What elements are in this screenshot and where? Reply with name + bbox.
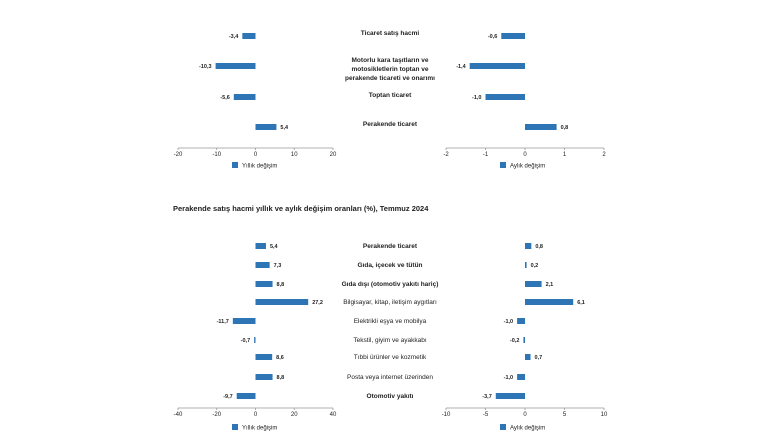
bar bbox=[517, 318, 525, 324]
bar bbox=[469, 63, 525, 69]
data-label: -9,7 bbox=[223, 394, 232, 400]
category-label: Perakende ticaret bbox=[363, 121, 418, 128]
data-label: -3,7 bbox=[482, 394, 491, 400]
data-label: 0,2 bbox=[531, 263, 539, 269]
data-label: -1,0 bbox=[504, 375, 513, 381]
bar bbox=[501, 33, 525, 39]
category-label: Otomotiv yakıtı bbox=[367, 393, 414, 400]
legend-label: Yıllık değişim bbox=[242, 426, 277, 432]
data-label: -1,0 bbox=[472, 95, 481, 101]
bar bbox=[525, 354, 531, 360]
bar bbox=[255, 262, 270, 268]
data-label: -1,0 bbox=[504, 319, 513, 325]
data-label: 7,3 bbox=[274, 263, 282, 269]
bar bbox=[242, 33, 256, 39]
data-label: -0,6 bbox=[488, 34, 497, 40]
data-label: 5,4 bbox=[270, 244, 279, 250]
category-label: motosikletlerin toptan ve bbox=[352, 66, 429, 73]
data-label: -1,4 bbox=[456, 64, 466, 70]
category-label: Gıda, içecek ve tütün bbox=[357, 262, 422, 269]
legend-swatch bbox=[232, 424, 238, 430]
x-tick-label: 20 bbox=[330, 152, 337, 158]
legend-swatch bbox=[500, 424, 506, 430]
bar bbox=[525, 243, 532, 249]
data-label: 0,8 bbox=[561, 125, 569, 131]
x-tick-label: 0 bbox=[254, 152, 258, 158]
bar bbox=[255, 243, 266, 249]
category-label: Perakende ticaret bbox=[363, 243, 418, 250]
bar bbox=[232, 318, 256, 324]
x-tick-label: 1 bbox=[563, 152, 567, 158]
x-tick-label: -1 bbox=[483, 152, 489, 158]
legend-swatch bbox=[500, 162, 506, 168]
category-label: Motorlu kara taşıtların ve bbox=[352, 57, 429, 64]
category-label: perakende ticareti ve onarımı bbox=[345, 75, 435, 82]
bar bbox=[523, 337, 525, 343]
data-label: 27,2 bbox=[312, 300, 323, 306]
bar bbox=[233, 94, 256, 100]
category-label: Gıda dışı (otomotiv yakıtı hariç) bbox=[342, 281, 439, 288]
bar bbox=[254, 337, 256, 343]
data-label: -5,6 bbox=[220, 95, 229, 101]
bar bbox=[525, 281, 542, 287]
x-tick-label: 20 bbox=[291, 412, 298, 418]
x-tick-label: -5 bbox=[483, 412, 489, 418]
data-label: -11,7 bbox=[217, 319, 229, 325]
x-tick-label: 5 bbox=[563, 412, 567, 418]
bar bbox=[255, 299, 309, 305]
x-tick-label: -10 bbox=[212, 152, 221, 158]
bar bbox=[255, 281, 273, 287]
bar bbox=[517, 374, 525, 380]
category-label: Elektrikli eşya ve mobilya bbox=[354, 318, 427, 325]
category-label: Toptan ticaret bbox=[369, 92, 412, 99]
data-label: -3,4 bbox=[229, 34, 239, 40]
category-label: Bilgisayar, kitap, iletişim aygıtları bbox=[343, 299, 437, 306]
x-tick-label: -40 bbox=[174, 412, 183, 418]
bar bbox=[525, 262, 527, 268]
bar bbox=[485, 94, 525, 100]
bar bbox=[495, 393, 525, 399]
category-label: Tıbbi ürünler ve kozmetik bbox=[354, 354, 427, 361]
category-label: Ticaret satış hacmi bbox=[361, 30, 420, 37]
category-label: Tekstil, giyim ve ayakkabı bbox=[353, 337, 427, 344]
x-tick-label: -20 bbox=[212, 412, 221, 418]
data-label: 2,1 bbox=[546, 282, 554, 288]
x-tick-label: 0 bbox=[254, 412, 258, 418]
bar bbox=[236, 393, 256, 399]
data-label: 0,8 bbox=[535, 244, 543, 250]
bar bbox=[255, 124, 277, 130]
bar bbox=[215, 63, 256, 69]
x-tick-label: 2 bbox=[602, 152, 606, 158]
legend-label: Yıllık değişim bbox=[242, 164, 277, 170]
bar bbox=[525, 299, 574, 305]
data-label: 8,8 bbox=[277, 375, 285, 381]
bar bbox=[255, 374, 273, 380]
legend-swatch bbox=[232, 162, 238, 168]
legend-label: Aylık değişim bbox=[510, 426, 545, 432]
data-label: 6,1 bbox=[577, 300, 585, 306]
data-label: -0,7 bbox=[241, 338, 250, 344]
x-tick-label: 40 bbox=[330, 412, 337, 418]
section-title: Perakende satış hacmi yıllık ve aylık de… bbox=[173, 204, 429, 213]
data-label: 5,4 bbox=[280, 125, 289, 131]
data-label: -10,3 bbox=[199, 64, 212, 70]
legend-label: Aylık değişim bbox=[510, 164, 545, 170]
data-label: 0,7 bbox=[535, 355, 543, 361]
x-tick-label: -20 bbox=[174, 152, 183, 158]
x-tick-label: -2 bbox=[443, 152, 449, 158]
x-tick-label: 0 bbox=[523, 152, 527, 158]
x-tick-label: -10 bbox=[442, 412, 451, 418]
x-tick-label: 0 bbox=[523, 412, 527, 418]
data-label: 8,6 bbox=[276, 355, 284, 361]
data-label: -0,2 bbox=[510, 338, 519, 344]
x-tick-label: 10 bbox=[601, 412, 608, 418]
data-label: 8,8 bbox=[277, 282, 285, 288]
category-label: Posta veya internet üzerinden bbox=[347, 374, 433, 381]
bar bbox=[255, 354, 273, 360]
x-tick-label: 10 bbox=[291, 152, 298, 158]
bar bbox=[525, 124, 557, 130]
